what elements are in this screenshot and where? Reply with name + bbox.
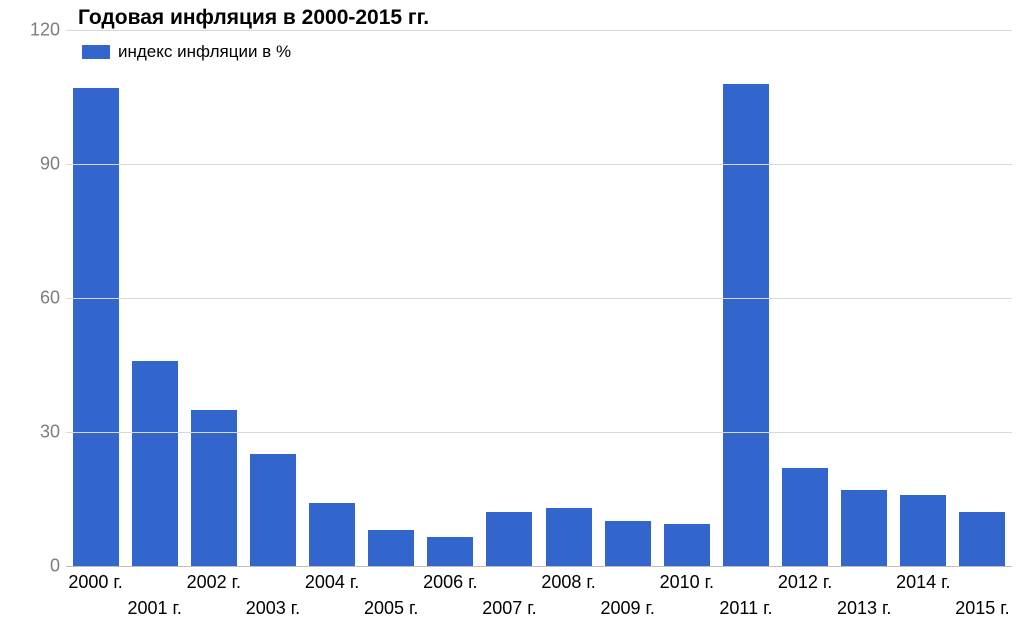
x-tick-label: 2005 г. xyxy=(364,598,418,619)
y-tick-label: 30 xyxy=(8,422,60,443)
x-tick-label: 2014 г. xyxy=(896,572,950,593)
bar xyxy=(132,361,178,566)
x-tick-label: 2004 г. xyxy=(305,572,359,593)
x-tick-label: 2002 г. xyxy=(187,572,241,593)
bar xyxy=(309,503,355,566)
gridline xyxy=(66,164,1012,165)
bar xyxy=(427,537,473,566)
bar xyxy=(841,490,887,566)
y-tick-label: 60 xyxy=(8,288,60,309)
bar xyxy=(664,524,710,566)
plot-area xyxy=(66,30,1012,567)
x-tick-label: 2012 г. xyxy=(778,572,832,593)
x-tick-label: 2009 г. xyxy=(600,598,654,619)
x-tick-label: 2011 г. xyxy=(719,598,772,619)
bar xyxy=(959,512,1005,566)
bar xyxy=(782,468,828,566)
x-tick-label: 2006 г. xyxy=(423,572,477,593)
bar xyxy=(486,512,532,566)
x-tick-label: 2013 г. xyxy=(837,598,891,619)
bar xyxy=(73,88,119,566)
y-tick-label: 0 xyxy=(8,556,60,577)
chart-title: Годовая инфляция в 2000-2015 гг. xyxy=(78,6,429,30)
x-axis-labels: 2000 г.2001 г. 2002 г.2003 г.2004 г.2005 … xyxy=(66,568,1012,628)
bar xyxy=(368,530,414,566)
y-tick-label: 120 xyxy=(8,20,60,41)
bar xyxy=(191,410,237,566)
gridline xyxy=(66,30,1012,31)
bar xyxy=(900,495,946,566)
y-tick-label: 90 xyxy=(8,154,60,175)
x-tick-label: 2000 г. xyxy=(68,572,122,593)
x-tick-label: 2010 г. xyxy=(660,572,714,593)
bar xyxy=(723,84,769,566)
x-tick-label: 2015 г. xyxy=(955,598,1009,619)
x-tick-label: 2007 г. xyxy=(482,598,536,619)
x-tick-label: 2003 г. xyxy=(246,598,300,619)
gridline xyxy=(66,432,1012,433)
x-tick-label: 2008 г. xyxy=(541,572,595,593)
bar xyxy=(546,508,592,566)
x-tick-label: 2001 г. xyxy=(127,598,181,619)
gridline xyxy=(66,298,1012,299)
chart-container: Годовая инфляция в 2000-2015 гг. индекс … xyxy=(0,0,1024,637)
bar xyxy=(605,521,651,566)
bar xyxy=(250,454,296,566)
